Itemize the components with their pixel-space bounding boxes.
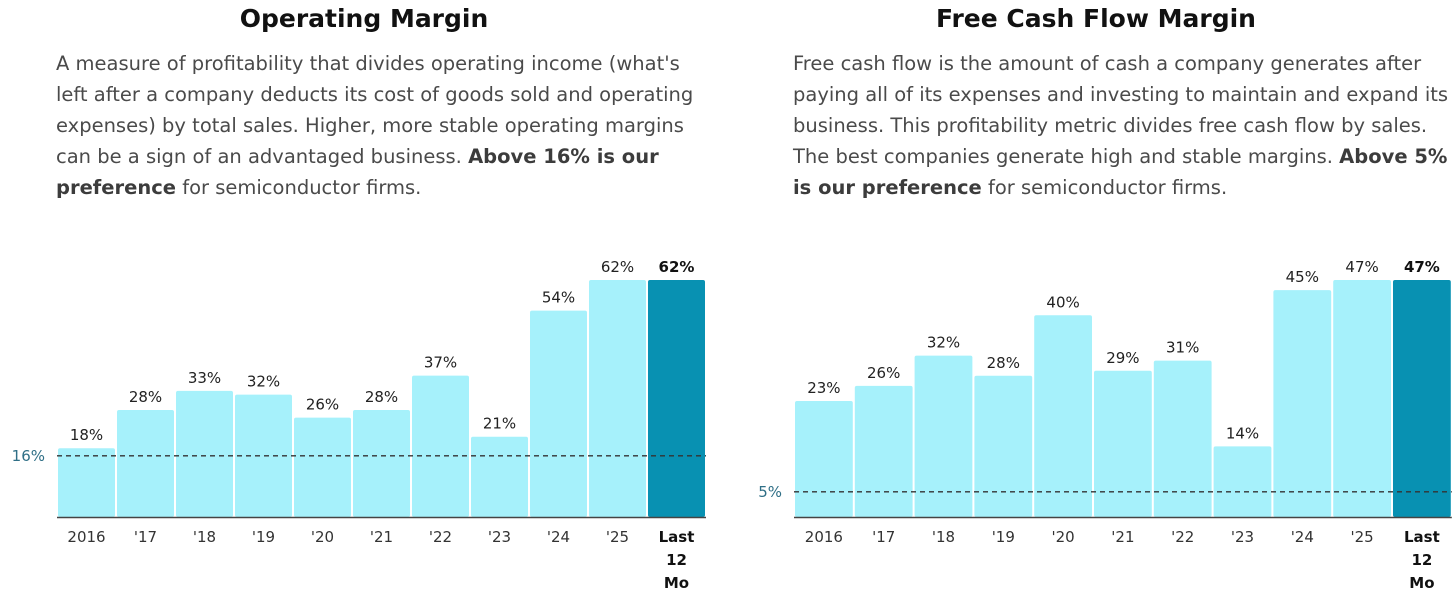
x-tick-label: Last — [1404, 528, 1440, 546]
bar-value-label: 28% — [987, 354, 1020, 372]
bar — [294, 417, 351, 517]
bar — [1153, 360, 1212, 517]
bar-value-label: 31% — [1166, 339, 1199, 357]
x-tick-label: '20 — [311, 528, 334, 546]
x-tick-label: '25 — [1350, 528, 1373, 546]
free-cash-flow-margin-bar-chart: 23% 2016 26% '17 32% '18 28% '19 40% '20 29% '21 31%… — [758, 258, 1452, 592]
x-tick-label: '18 — [193, 528, 216, 546]
description-text: Free cash flow is the amount of cash a c… — [793, 52, 1449, 168]
operating-margin-bar-chart: 18% 2016 28% '17 33% '18 32% '19 26% '20 28% '21 37%… — [12, 258, 706, 592]
bar-value-label: 26% — [306, 396, 339, 414]
x-tick-label: '17 — [872, 528, 895, 546]
bar — [1273, 290, 1332, 517]
bar — [648, 280, 705, 517]
bar-value-label: 32% — [247, 373, 280, 391]
bar-value-label: 33% — [188, 369, 221, 387]
bar — [471, 436, 528, 517]
bar-value-label: 28% — [365, 388, 398, 406]
x-tick-label: '19 — [252, 528, 275, 546]
bar — [412, 375, 469, 517]
chart-title: Free Cash Flow Margin — [936, 4, 1256, 33]
bar — [914, 355, 973, 517]
bar-value-label: 32% — [927, 334, 960, 352]
threshold-label: 16% — [12, 447, 45, 465]
chart-title: Operating Margin — [239, 4, 489, 33]
bar — [1393, 280, 1451, 517]
description-preference: Above 16% is our preference — [56, 145, 659, 199]
bar — [854, 385, 913, 517]
bar — [235, 394, 292, 517]
x-tick-label: '21 — [370, 528, 393, 546]
bar-value-label: 29% — [1106, 349, 1139, 367]
x-tick-label: '23 — [488, 528, 511, 546]
x-tick-label: 2016 — [67, 528, 105, 546]
bar-value-label: 54% — [542, 289, 575, 307]
bar-value-label: 47% — [1404, 258, 1440, 276]
bar-value-label: 37% — [424, 354, 457, 372]
x-tick-label: '23 — [1231, 528, 1254, 546]
x-tick-label: '17 — [134, 528, 157, 546]
x-tick-label: '22 — [1171, 528, 1194, 546]
x-tick-label: '22 — [429, 528, 452, 546]
bar-value-label: 23% — [807, 379, 840, 397]
chart-description: A measure of profitability that divides … — [56, 48, 716, 203]
bar — [589, 280, 646, 517]
x-tick-label: Last — [659, 528, 695, 546]
bar-value-label: 62% — [659, 258, 695, 276]
bar — [974, 375, 1033, 517]
bar-value-label: 62% — [601, 258, 634, 276]
bar — [530, 310, 587, 517]
description-tail: for semiconductor firms. — [176, 176, 422, 199]
description-tail: for semiconductor firms. — [981, 176, 1228, 199]
bar-value-label: 45% — [1286, 268, 1319, 286]
bar-value-label: 28% — [129, 388, 162, 406]
description-text: A measure of profitability that divides … — [56, 52, 694, 168]
description-preference: Above 5% is our preference — [793, 145, 1448, 199]
bar-value-label: 18% — [70, 426, 103, 444]
bar — [1213, 446, 1272, 517]
bar-value-label: 14% — [1226, 424, 1259, 442]
x-tick-label: '19 — [992, 528, 1015, 546]
threshold-label: 5% — [758, 483, 782, 501]
bar — [795, 401, 853, 517]
bar — [58, 448, 115, 517]
x-tick-label: '24 — [547, 528, 570, 546]
x-tick-label: 2016 — [805, 528, 843, 546]
operating-margin-panel: Operating Margin A measure of profitabil… — [12, 4, 716, 592]
bar — [176, 390, 233, 517]
x-tick-label: Mo — [664, 574, 689, 592]
bar — [117, 409, 174, 517]
x-tick-label: Mo — [1409, 574, 1434, 592]
x-tick-label: 12 — [1411, 551, 1432, 569]
bar-value-label: 47% — [1345, 258, 1378, 276]
bar — [1034, 315, 1092, 517]
chart-description: Free cash flow is the amount of cash a c… — [793, 48, 1453, 203]
bar — [1333, 280, 1391, 517]
x-tick-label: '20 — [1051, 528, 1074, 546]
x-tick-label: '18 — [932, 528, 955, 546]
bar-value-label: 40% — [1046, 293, 1079, 311]
x-tick-label: '25 — [606, 528, 629, 546]
bar — [353, 409, 410, 517]
x-tick-label: '21 — [1111, 528, 1134, 546]
x-tick-label: 12 — [666, 551, 687, 569]
bar-value-label: 21% — [483, 415, 516, 433]
free-cash-flow-margin-panel: Free Cash Flow Margin Free cash flow is … — [736, 0, 1456, 595]
bar — [1094, 370, 1152, 517]
bar-value-label: 26% — [867, 364, 900, 382]
x-tick-label: '24 — [1291, 528, 1314, 546]
